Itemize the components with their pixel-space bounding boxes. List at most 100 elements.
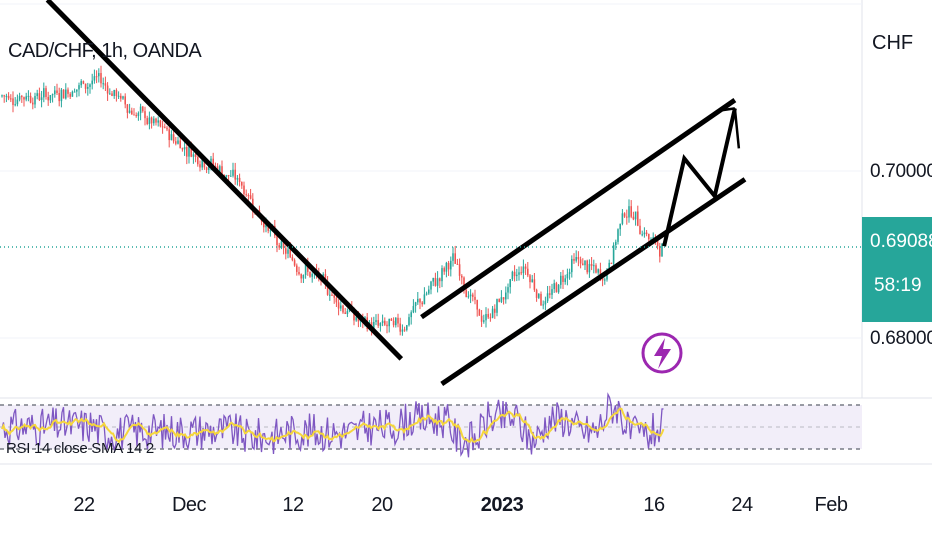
candle bbox=[293, 258, 296, 267]
projection-path[interactable] bbox=[662, 107, 737, 247]
candle bbox=[278, 242, 280, 250]
candle bbox=[483, 314, 485, 324]
candle bbox=[406, 324, 408, 332]
candle bbox=[234, 162, 236, 185]
candle bbox=[205, 166, 208, 174]
current-price-value: 0.69088 bbox=[870, 231, 932, 252]
candle bbox=[36, 89, 38, 100]
candle bbox=[247, 193, 250, 201]
lightning-icon[interactable] bbox=[641, 332, 683, 374]
candle bbox=[560, 271, 562, 289]
candle bbox=[10, 94, 12, 103]
candle bbox=[197, 156, 199, 167]
candle bbox=[637, 205, 639, 227]
candle bbox=[159, 119, 162, 128]
candle bbox=[309, 271, 311, 278]
candle bbox=[98, 68, 100, 83]
candle bbox=[126, 103, 129, 119]
candlestick-series bbox=[1, 65, 663, 336]
candle bbox=[56, 83, 58, 95]
candle bbox=[45, 85, 47, 100]
candle bbox=[157, 116, 159, 127]
candle bbox=[333, 294, 335, 304]
candle bbox=[300, 273, 302, 283]
candle bbox=[511, 270, 514, 281]
candle bbox=[659, 242, 661, 263]
price-tick-070: 0.70000 bbox=[870, 161, 932, 182]
candle bbox=[34, 92, 36, 109]
trendline-channel-bottom[interactable] bbox=[440, 177, 747, 386]
candle bbox=[238, 173, 241, 187]
candle bbox=[170, 130, 173, 141]
candle bbox=[245, 189, 247, 197]
candle bbox=[650, 237, 652, 241]
candle bbox=[478, 308, 481, 316]
candle bbox=[498, 298, 500, 303]
candle bbox=[491, 305, 494, 319]
candle bbox=[93, 69, 96, 84]
candle bbox=[291, 254, 294, 262]
candle bbox=[450, 256, 452, 277]
candle bbox=[142, 105, 144, 113]
candle bbox=[573, 253, 575, 264]
candle bbox=[54, 86, 56, 98]
candle bbox=[524, 263, 527, 275]
candle bbox=[109, 88, 111, 95]
candle bbox=[634, 211, 637, 226]
candle bbox=[436, 271, 439, 293]
candle bbox=[82, 80, 85, 85]
candle bbox=[298, 266, 300, 276]
candle bbox=[502, 297, 505, 305]
time-tick: Feb bbox=[814, 494, 848, 516]
candle bbox=[67, 87, 69, 98]
candle bbox=[124, 93, 126, 109]
candle bbox=[104, 76, 107, 92]
candle bbox=[612, 242, 615, 266]
candle bbox=[456, 258, 459, 265]
candle bbox=[568, 268, 571, 280]
candle bbox=[505, 286, 507, 304]
candle bbox=[542, 300, 544, 310]
candle bbox=[377, 313, 379, 328]
trendline-channel-top[interactable] bbox=[420, 97, 737, 320]
candle bbox=[87, 82, 89, 96]
candle bbox=[586, 259, 588, 275]
candle bbox=[164, 123, 166, 129]
time-tick: 20 bbox=[371, 494, 393, 516]
candle bbox=[38, 87, 41, 102]
candle bbox=[84, 83, 87, 94]
candle bbox=[153, 116, 155, 126]
candle bbox=[395, 317, 397, 328]
trendline-downtrend[interactable] bbox=[45, 0, 404, 361]
candle bbox=[23, 96, 25, 107]
rsi-legend-label[interactable]: RSI 14 close SMA 14 2 bbox=[6, 440, 154, 457]
candle bbox=[135, 112, 137, 118]
candle bbox=[551, 283, 553, 300]
trendline-drawings[interactable] bbox=[45, 0, 747, 386]
candle bbox=[645, 229, 648, 237]
candle bbox=[100, 65, 102, 88]
time-tick: 24 bbox=[731, 494, 753, 516]
time-tick: Dec bbox=[171, 494, 207, 516]
candle bbox=[579, 256, 582, 269]
candle bbox=[375, 314, 377, 326]
candle bbox=[146, 115, 148, 126]
candle bbox=[25, 92, 27, 102]
candle bbox=[175, 136, 177, 146]
candle bbox=[553, 279, 555, 293]
candle bbox=[388, 318, 390, 333]
candle bbox=[355, 315, 357, 322]
candle bbox=[487, 308, 489, 319]
candle bbox=[522, 259, 525, 279]
candle bbox=[29, 92, 32, 104]
candle bbox=[155, 117, 157, 126]
candle bbox=[584, 260, 586, 271]
candle bbox=[122, 95, 124, 100]
candle bbox=[549, 285, 551, 299]
candle bbox=[199, 160, 201, 172]
candle bbox=[384, 317, 386, 326]
candle bbox=[562, 269, 564, 289]
candle bbox=[21, 94, 23, 103]
